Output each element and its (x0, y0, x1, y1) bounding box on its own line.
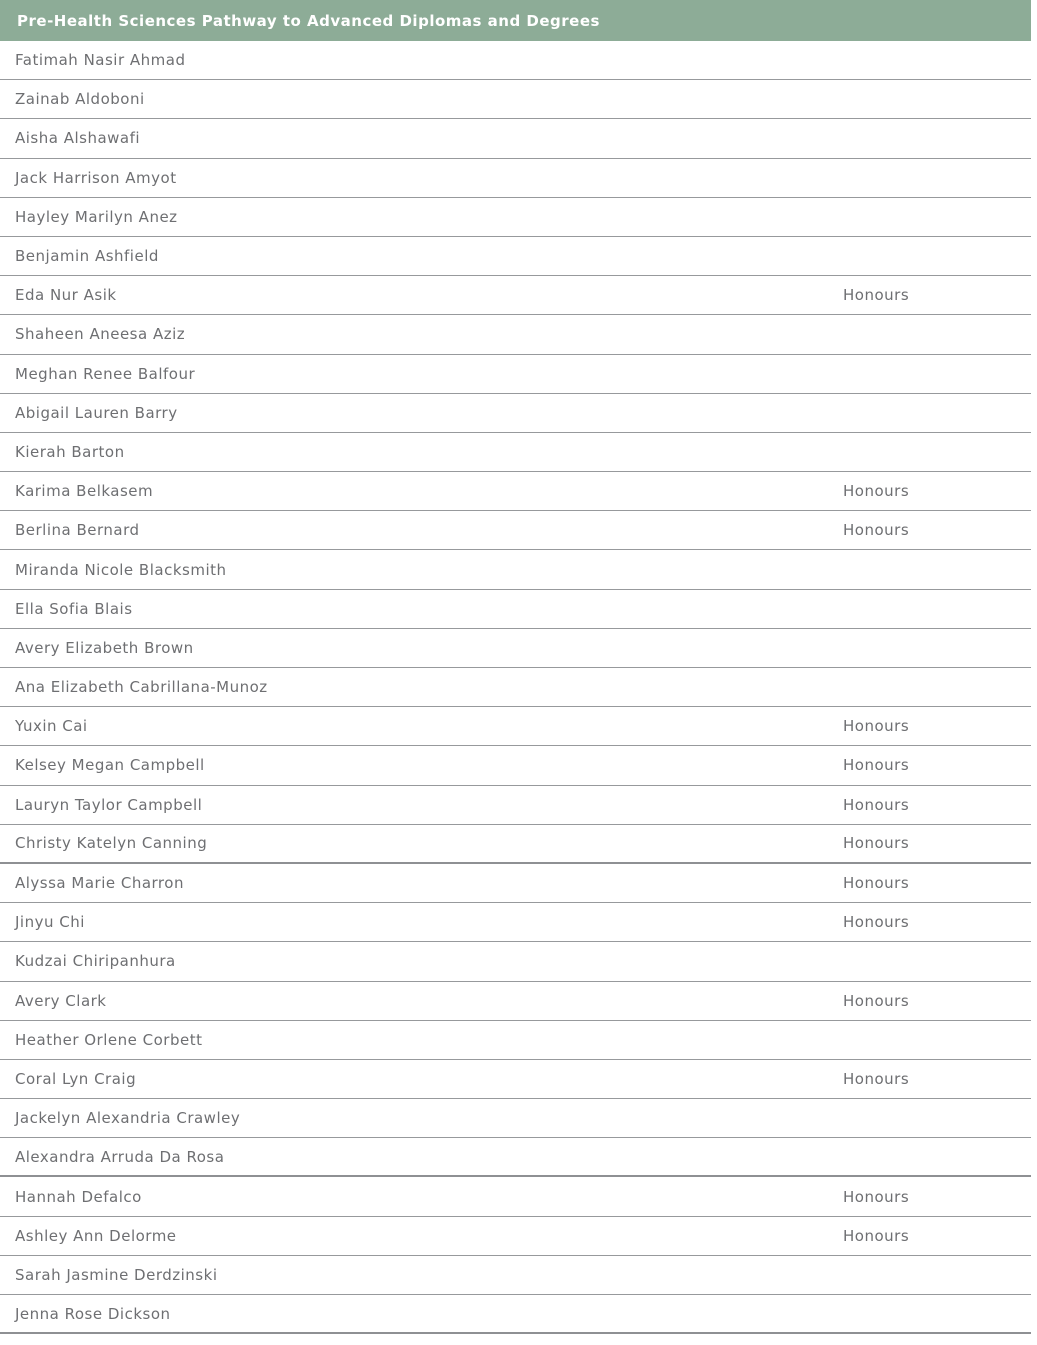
table-row: Ashley Ann Delorme Honours (0, 1217, 1031, 1256)
graduate-name: Ana Elizabeth Cabrillana-Munoz (15, 678, 268, 697)
graduate-name: Kudzai Chiripanhura (15, 952, 176, 971)
graduate-name: Alexandra Arruda Da Rosa (15, 1147, 225, 1166)
table-row: Jenna Rose Dickson (0, 1295, 1031, 1335)
graduate-name: Yuxin Cai (15, 717, 88, 736)
honours-label: Honours (843, 1226, 910, 1245)
graduate-name: Fatimah Nasir Ahmad (15, 51, 186, 70)
table-row: Hayley Marilyn Anez (0, 198, 1031, 237)
graduate-name: Miranda Nicole Blacksmith (15, 560, 227, 579)
honours-label: Honours (843, 1187, 910, 1206)
table-row: Kelsey Megan Campbell Honours (0, 746, 1031, 786)
program-title: Pre-Health Sciences Pathway to Advanced … (17, 11, 600, 30)
table-row: Ella Sofia Blais (0, 590, 1031, 629)
graduate-name: Jack Harrison Amyot (15, 168, 177, 187)
graduate-name: Avery Clark (15, 991, 107, 1010)
graduate-name: Hayley Marilyn Anez (15, 207, 178, 226)
graduate-name: Lauryn Taylor Campbell (15, 795, 203, 814)
table-row: Karima Belkasem Honours (0, 472, 1031, 512)
honours-label: Honours (843, 795, 910, 814)
table-row: Jackelyn Alexandria Crawley (0, 1099, 1031, 1139)
graduate-name: Ashley Ann Delorme (15, 1226, 177, 1245)
graduate-name: Zainab Aldoboni (15, 90, 145, 109)
graduate-name: Benjamin Ashfield (15, 247, 159, 266)
program-section-header: Pre-Health Sciences Pathway to Advanced … (0, 0, 1031, 41)
table-row: Zainab Aldoboni (0, 80, 1031, 120)
table-row: Sarah Jasmine Derdzinski (0, 1256, 1031, 1295)
table-row: Alexandra Arruda Da Rosa (0, 1138, 1031, 1178)
honours-label: Honours (843, 482, 910, 501)
table-row: Hannah Defalco Honours (0, 1177, 1031, 1217)
honours-label: Honours (843, 756, 910, 775)
table-row: Avery Elizabeth Brown (0, 629, 1031, 668)
graduate-name: Kierah Barton (15, 442, 125, 461)
honours-label: Honours (843, 913, 910, 932)
table-row: Jinyu Chi Honours (0, 903, 1031, 943)
table-row: Ana Elizabeth Cabrillana-Munoz (0, 668, 1031, 708)
honours-label: Honours (843, 717, 910, 736)
graduate-name: Coral Lyn Craig (15, 1069, 137, 1088)
graduate-name: Aisha Alshawafi (15, 129, 141, 148)
honours-label: Honours (843, 1069, 910, 1088)
table-row: Shaheen Aneesa Aziz (0, 315, 1031, 355)
graduate-name: Kelsey Megan Campbell (15, 756, 205, 775)
graduate-name: Hannah Defalco (15, 1187, 142, 1206)
graduate-table: Fatimah Nasir Ahmad Zainab Aldoboni Aisha … (0, 41, 1031, 1335)
table-row: Fatimah Nasir Ahmad (0, 41, 1031, 81)
table-row: Kudzai Chiripanhura (0, 942, 1031, 982)
graduate-name: Jackelyn Alexandria Crawley (15, 1109, 241, 1128)
honours-label: Honours (843, 834, 910, 853)
table-row: Berlina Bernard Honours (0, 511, 1031, 551)
honours-label: Honours (843, 286, 910, 305)
graduate-name: Karima Belkasem (15, 482, 154, 501)
table-row: Abigail Lauren Barry (0, 394, 1031, 433)
table-row: Coral Lyn Craig Honours (0, 1060, 1031, 1100)
graduate-name: Jinyu Chi (15, 913, 85, 932)
table-row: Avery Clark Honours (0, 982, 1031, 1021)
table-row: Aisha Alshawafi (0, 119, 1031, 159)
graduate-name: Shaheen Aneesa Aziz (15, 325, 186, 344)
table-row: Heather Orlene Corbett (0, 1021, 1031, 1060)
honours-label: Honours (843, 874, 910, 893)
graduate-name: Meghan Renee Balfour (15, 364, 196, 383)
graduate-name: Christy Katelyn Canning (15, 834, 208, 853)
graduate-name: Berlina Bernard (15, 521, 140, 540)
graduate-name: Avery Elizabeth Brown (15, 638, 194, 657)
table-row: Yuxin Cai Honours (0, 707, 1031, 747)
table-row: Meghan Renee Balfour (0, 355, 1031, 394)
table-row: Benjamin Ashfield (0, 237, 1031, 277)
table-row: Miranda Nicole Blacksmith (0, 550, 1031, 590)
graduate-name: Abigail Lauren Barry (15, 403, 178, 422)
table-row: Kierah Barton (0, 433, 1031, 473)
honours-label: Honours (843, 521, 910, 540)
table-row: Christy Katelyn Canning Honours (0, 825, 1031, 864)
table-row: Alyssa Marie Charron Honours (0, 864, 1031, 904)
graduate-name: Eda Nur Asik (15, 286, 117, 305)
graduate-name: Alyssa Marie Charron (15, 874, 184, 893)
graduate-name: Ella Sofia Blais (15, 599, 133, 618)
honours-label: Honours (843, 991, 910, 1010)
table-row: Jack Harrison Amyot (0, 159, 1031, 198)
graduate-name: Sarah Jasmine Derdzinski (15, 1265, 218, 1284)
table-row: Lauryn Taylor Campbell Honours (0, 786, 1031, 825)
graduate-name: Heather Orlene Corbett (15, 1030, 203, 1049)
table-row: Eda Nur Asik Honours (0, 276, 1031, 316)
graduate-name: Jenna Rose Dickson (15, 1304, 171, 1323)
